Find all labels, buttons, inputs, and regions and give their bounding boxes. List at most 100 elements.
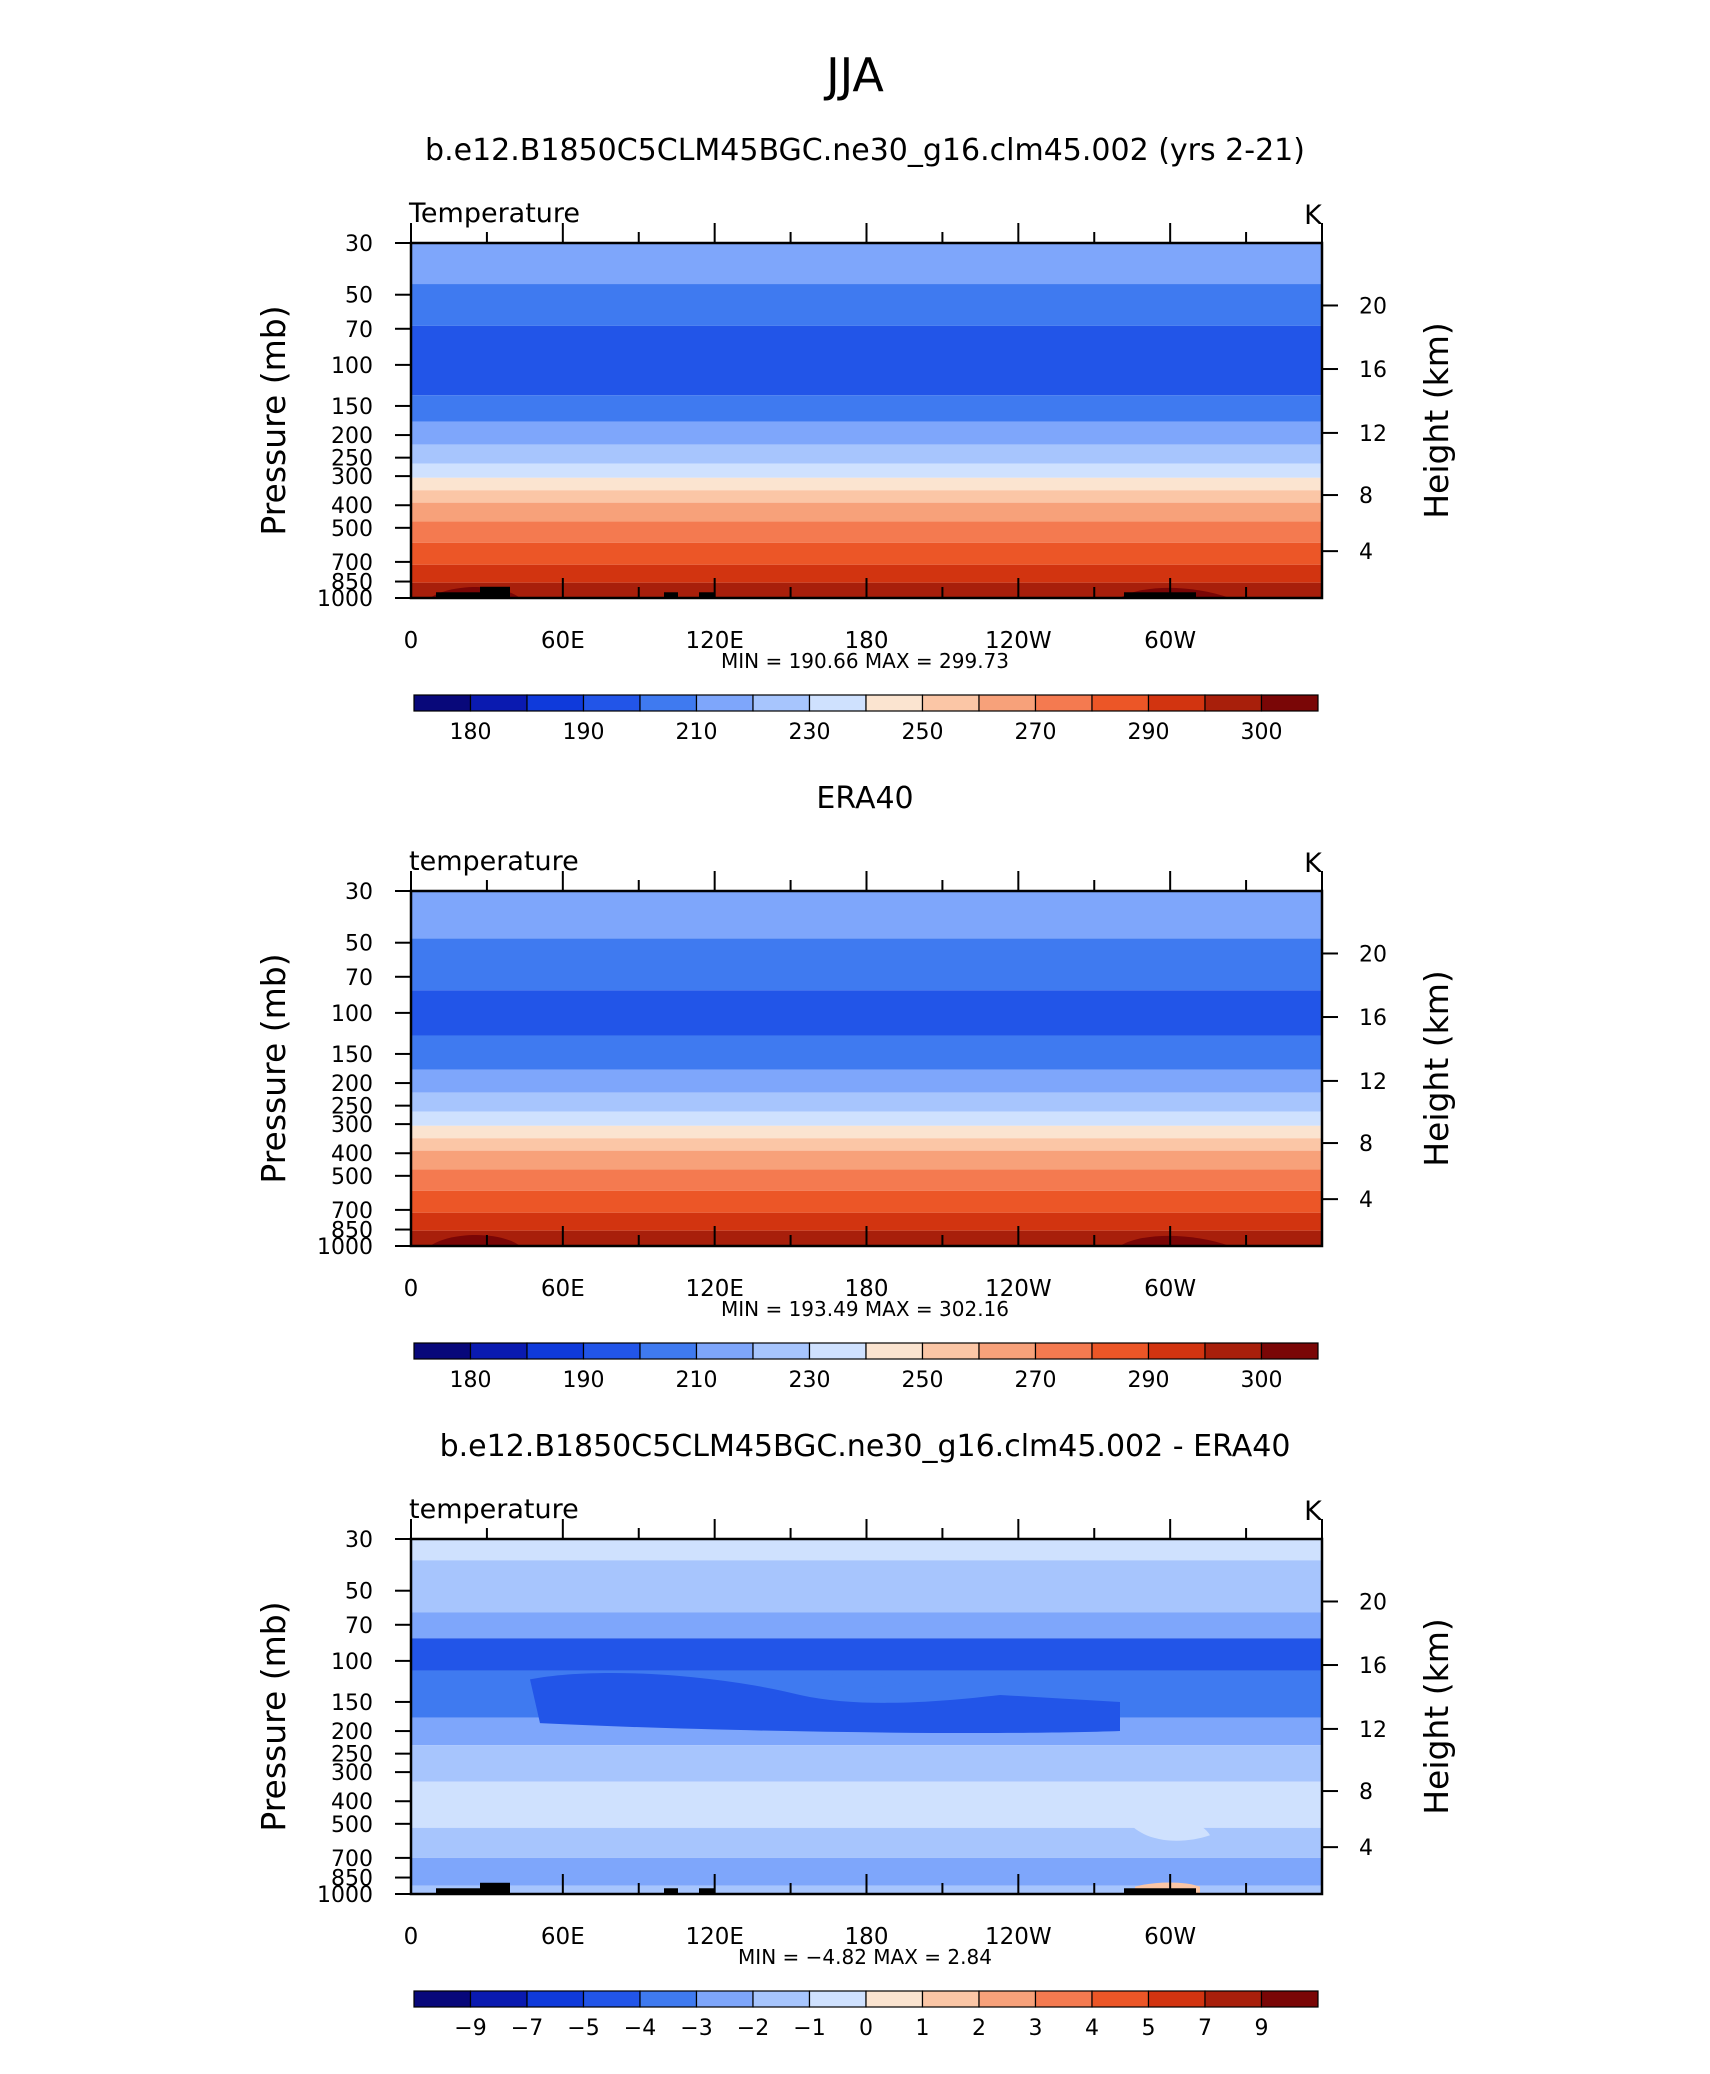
x-tick-label: 60W: [1144, 1924, 1196, 1950]
colorbar-swatch: [1260, 694, 1319, 712]
colorbar-swatch: [695, 1342, 754, 1360]
x-tick-label: 60E: [541, 1276, 585, 1302]
colorbar-label: −2: [737, 2016, 769, 2041]
y-tick-label: 1000: [317, 1235, 373, 1260]
units-label: K: [1304, 1496, 1323, 1527]
colorbar-label: 230: [789, 720, 831, 745]
colorbar-swatch: [921, 1342, 980, 1360]
x-tick-label: 60W: [1144, 628, 1196, 654]
colorbar-label: 300: [1241, 720, 1283, 745]
colorbar: −9 −7 −5 −4 −3 −2 −1 0 1 2 3 4 5 7 9: [413, 1990, 1319, 2041]
colorbar-label: −9: [454, 2016, 486, 2041]
y-tick-label: 300: [331, 1761, 373, 1786]
colorbar-swatch: [1147, 1342, 1206, 1360]
surface-patches: [430, 1234, 1230, 1246]
contour-bands: [411, 891, 1322, 1246]
contour-band: [411, 463, 1322, 478]
y2-tick-label: 20: [1359, 294, 1387, 319]
y2-tick-label: 16: [1359, 358, 1387, 383]
colorbar-swatch: [582, 1342, 641, 1360]
min-max-stats: MIN = 193.49 MAX = 302.16: [721, 1297, 1009, 1321]
colorbar-swatch: [978, 694, 1037, 712]
y2-tick-label: 16: [1359, 1006, 1387, 1031]
x-tick-label: 0: [404, 1924, 419, 1950]
y-tick-label: 200: [331, 1720, 373, 1745]
contour-band: [411, 490, 1322, 503]
y-tick-label: 850: [331, 571, 373, 596]
colorbar-label: 7: [1198, 2016, 1212, 2041]
units-label: K: [1304, 200, 1323, 231]
y-tick-label: 70: [345, 318, 373, 343]
y-tick-label: 250: [331, 1095, 373, 1120]
y-tick-label: 700: [331, 1847, 373, 1872]
topography-block: [436, 592, 486, 598]
y-tick-label: 150: [331, 1043, 373, 1068]
colorbar-label: 210: [676, 720, 718, 745]
colorbar-label: 190: [563, 720, 605, 745]
y-tick-label: 400: [331, 1790, 373, 1815]
panel-title: b.e12.B1850C5CLM45BGC.ne30_g16.clm45.002…: [440, 1429, 1291, 1464]
x-tick-label: 60W: [1144, 1276, 1196, 1302]
colorbar-swatch: [469, 694, 528, 712]
colorbar-swatch: [1147, 1990, 1206, 2008]
contour-band: [411, 1560, 1322, 1613]
colorbar-label: 250: [902, 1368, 944, 1393]
colorbar-label: −3: [680, 2016, 712, 2041]
colorbar-swatch: [865, 1342, 924, 1360]
y2-axis: 20 16 12 8 4: [1322, 942, 1387, 1213]
colorbar-label: 290: [1128, 1368, 1170, 1393]
colorbar-swatch: [865, 1990, 924, 2008]
y-tick-label: 100: [331, 1650, 373, 1675]
contour-band: [411, 1169, 1322, 1191]
panel-era40-temperature: ERA40 temperature K 0 60E 120E 180 120W 60W MIN =…: [254, 781, 1456, 1393]
y2-tick-label: 4: [1359, 1836, 1373, 1861]
y-tick-label: 150: [331, 395, 373, 420]
contour-band: [411, 1745, 1322, 1782]
colorbar-swatch: [808, 694, 867, 712]
colorbar-swatch: [921, 694, 980, 712]
y-tick-label: 200: [331, 1072, 373, 1097]
colorbar-swatch: [865, 694, 924, 712]
colorbar-swatch: [1034, 1990, 1093, 2008]
y-tick-label: 70: [345, 966, 373, 991]
y-tick-label: 150: [331, 1691, 373, 1716]
colorbar-swatch: [978, 1342, 1037, 1360]
colorbar-swatch: [413, 1990, 472, 2008]
colorbar-swatch: [1034, 1342, 1093, 1360]
y-tick-label: 30: [345, 232, 373, 257]
colorbar-swatch: [469, 1342, 528, 1360]
y-tick-label: 50: [345, 932, 373, 957]
y2-axis-label: Height (km): [1417, 970, 1456, 1167]
colorbar-label: 9: [1255, 2016, 1269, 2041]
y2-axis: 20 16 12 8 4: [1322, 1590, 1387, 1861]
colorbar-label: −1: [793, 2016, 825, 2041]
y-tick-label: 1000: [317, 1883, 373, 1908]
contour-band: [411, 502, 1322, 522]
y-tick-label: 700: [331, 1199, 373, 1224]
colorbar-label: 2: [972, 2016, 986, 2041]
y-axis-label: Pressure (mb): [254, 1601, 293, 1831]
y-tick-label: 850: [331, 1867, 373, 1892]
y-tick-label: 70: [345, 1614, 373, 1639]
colorbar-label: −4: [624, 2016, 656, 2041]
y-tick-label: 250: [331, 1743, 373, 1768]
colorbar-swatch: [808, 1990, 867, 2008]
panel-title: ERA40: [816, 781, 913, 816]
topography-block: [664, 592, 678, 598]
y2-tick-label: 20: [1359, 942, 1387, 967]
surface-patch: [1120, 1235, 1230, 1246]
contour-band: [411, 444, 1322, 464]
x-tick-label: 120E: [685, 1924, 743, 1950]
panel-model-minus-era40: b.e12.B1850C5CLM45BGC.ne30_g16.clm45.002…: [254, 1429, 1456, 2041]
x-tick-label: 0: [404, 628, 419, 654]
anomaly-patch: [820, 1672, 900, 1689]
contour-band: [411, 521, 1322, 543]
variable-label: temperature: [409, 1494, 579, 1525]
colorbar-swatch: [413, 694, 472, 712]
colorbar-label: 1: [916, 2016, 930, 2041]
colorbar-swatch: [582, 694, 641, 712]
contour-band: [411, 990, 1322, 1036]
colorbar-swatch: [413, 1342, 472, 1360]
